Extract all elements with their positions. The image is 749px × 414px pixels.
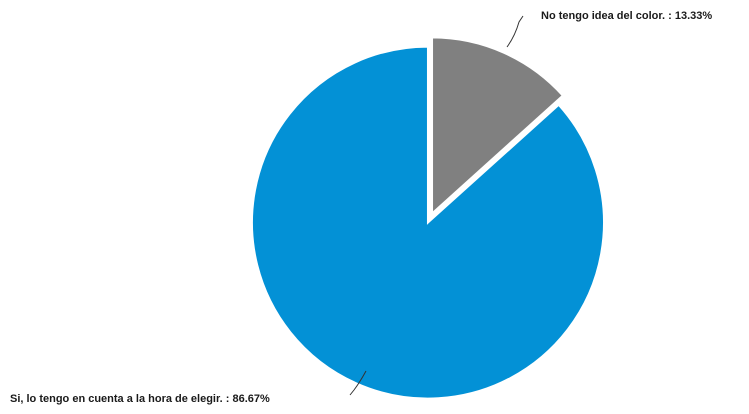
- leader-line-1: [506, 15, 524, 48]
- pie-slice-2: [250, 45, 605, 400]
- slice-label-2: Si, lo tengo en cuenta a la hora de eleg…: [10, 393, 270, 405]
- leader-line-2: [349, 370, 367, 396]
- pie-slices: [250, 36, 605, 400]
- slice-label-1: No tengo idea del color. : 13.33%: [541, 10, 712, 22]
- slice-labels: No tengo idea del color. : 13.33% Si, lo …: [10, 10, 712, 405]
- leader-lines: [349, 15, 524, 396]
- pie-slice-1: [431, 36, 565, 216]
